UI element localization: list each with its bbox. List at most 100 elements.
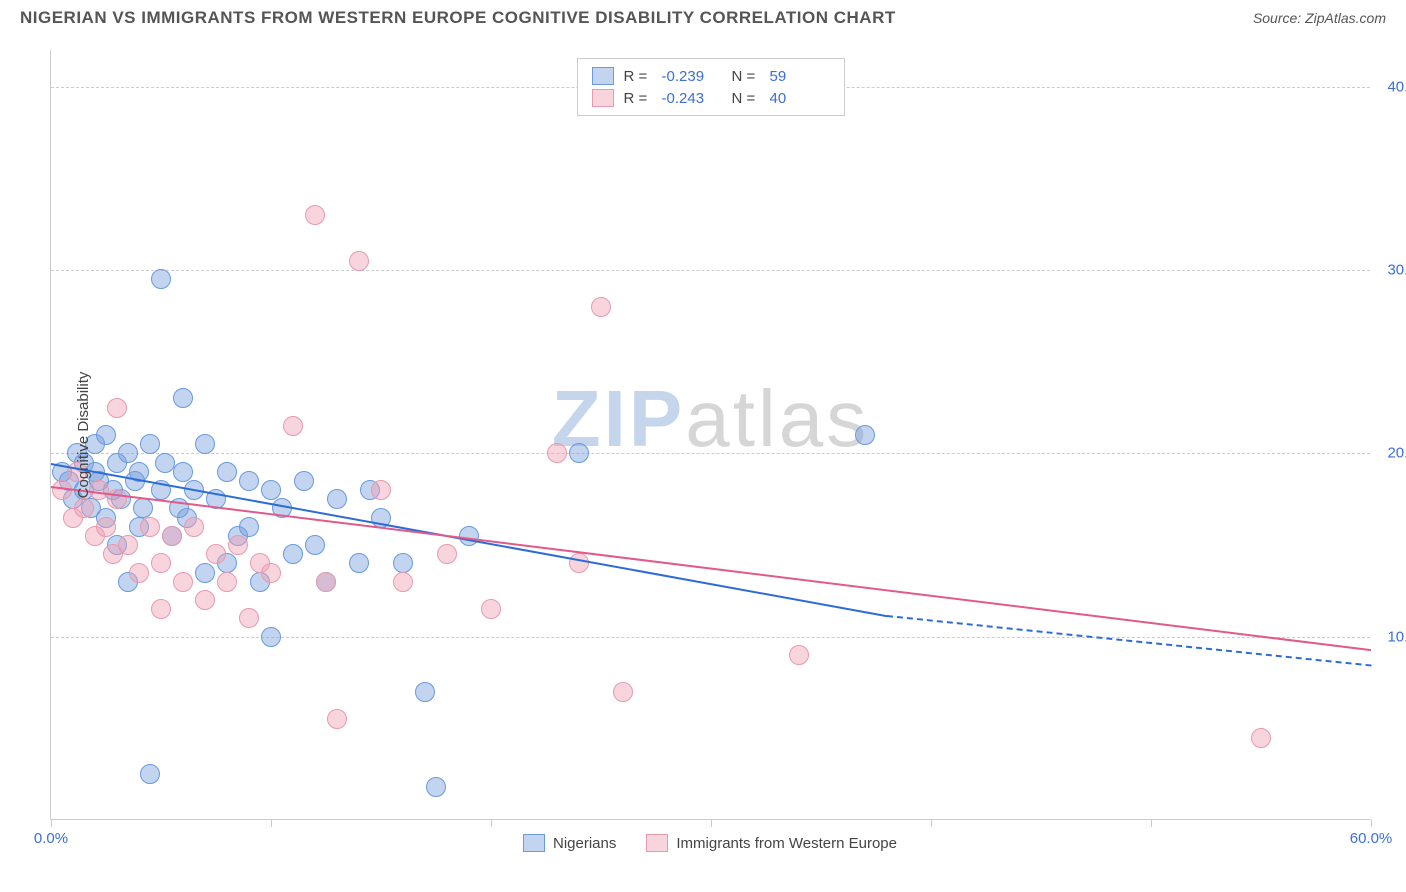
plot-area: ZIPatlas 10.0%20.0%30.0%40.0%0.0%60.0%R … bbox=[50, 50, 1370, 820]
scatter-point bbox=[305, 535, 325, 555]
scatter-point bbox=[327, 709, 347, 729]
scatter-point bbox=[415, 682, 435, 702]
scatter-point bbox=[426, 777, 446, 797]
scatter-point bbox=[349, 251, 369, 271]
stat-r-value: -0.239 bbox=[662, 68, 722, 85]
scatter-point bbox=[327, 489, 347, 509]
scatter-point bbox=[162, 526, 182, 546]
scatter-point bbox=[206, 544, 226, 564]
legend-swatch bbox=[523, 834, 545, 852]
scatter-point bbox=[305, 205, 325, 225]
chart-title: NIGERIAN VS IMMIGRANTS FROM WESTERN EURO… bbox=[20, 8, 896, 28]
stat-row: R = -0.243 N = 40 bbox=[592, 87, 830, 109]
scatter-point bbox=[569, 443, 589, 463]
scatter-point bbox=[393, 572, 413, 592]
scatter-point bbox=[239, 471, 259, 491]
scatter-point bbox=[481, 599, 501, 619]
stat-box: R = -0.239 N = 59 R = -0.243 N = 40 bbox=[577, 58, 845, 116]
scatter-point bbox=[217, 462, 237, 482]
legend-label: Nigerians bbox=[553, 835, 616, 852]
stat-n-label: N = bbox=[732, 90, 760, 107]
stat-r-label: R = bbox=[624, 68, 652, 85]
scatter-point bbox=[140, 764, 160, 784]
watermark: ZIPatlas bbox=[552, 373, 869, 465]
y-tick-label: 30.0% bbox=[1387, 262, 1406, 279]
scatter-point bbox=[173, 388, 193, 408]
scatter-point bbox=[107, 398, 127, 418]
scatter-point bbox=[371, 480, 391, 500]
gridline bbox=[51, 270, 1370, 271]
scatter-point bbox=[129, 563, 149, 583]
legend-swatch bbox=[592, 89, 614, 107]
scatter-point bbox=[133, 498, 153, 518]
x-tick bbox=[491, 819, 492, 827]
scatter-point bbox=[173, 462, 193, 482]
legend-swatch bbox=[646, 834, 668, 852]
stat-r-label: R = bbox=[624, 90, 652, 107]
scatter-point bbox=[239, 608, 259, 628]
scatter-point bbox=[283, 416, 303, 436]
y-axis-label: Cognitive Disability bbox=[75, 372, 92, 499]
scatter-point bbox=[283, 544, 303, 564]
scatter-point bbox=[349, 553, 369, 573]
stat-n-label: N = bbox=[732, 68, 760, 85]
scatter-point bbox=[613, 682, 633, 702]
gridline bbox=[51, 637, 1370, 638]
scatter-point bbox=[316, 572, 336, 592]
legend-label: Immigrants from Western Europe bbox=[676, 835, 897, 852]
x-tick bbox=[1371, 819, 1372, 827]
stat-row: R = -0.239 N = 59 bbox=[592, 65, 830, 87]
legend-item: Immigrants from Western Europe bbox=[646, 834, 897, 852]
scatter-point bbox=[118, 535, 138, 555]
scatter-point bbox=[437, 544, 457, 564]
scatter-point bbox=[228, 535, 248, 555]
stat-r-value: -0.243 bbox=[662, 90, 722, 107]
scatter-point bbox=[107, 489, 127, 509]
scatter-point bbox=[195, 563, 215, 583]
scatter-point bbox=[855, 425, 875, 445]
scatter-point bbox=[1251, 728, 1271, 748]
scatter-point bbox=[195, 590, 215, 610]
legend-item: Nigerians bbox=[523, 834, 616, 852]
stat-n-value: 59 bbox=[770, 68, 830, 85]
scatter-point bbox=[184, 517, 204, 537]
scatter-point bbox=[569, 553, 589, 573]
chart-container: ZIPatlas 10.0%20.0%30.0%40.0%0.0%60.0%R … bbox=[50, 50, 1370, 820]
x-tick bbox=[931, 819, 932, 827]
scatter-point bbox=[789, 645, 809, 665]
scatter-point bbox=[151, 269, 171, 289]
scatter-point bbox=[173, 572, 193, 592]
scatter-point bbox=[217, 572, 237, 592]
header: NIGERIAN VS IMMIGRANTS FROM WESTERN EURO… bbox=[0, 0, 1406, 32]
scatter-point bbox=[151, 599, 171, 619]
scatter-point bbox=[239, 517, 259, 537]
x-tick bbox=[271, 819, 272, 827]
gridline bbox=[51, 453, 1370, 454]
legend-swatch bbox=[592, 67, 614, 85]
scatter-point bbox=[96, 517, 116, 537]
scatter-point bbox=[393, 553, 413, 573]
x-tick bbox=[51, 819, 52, 827]
y-tick-label: 40.0% bbox=[1387, 78, 1406, 95]
y-tick-label: 20.0% bbox=[1387, 445, 1406, 462]
scatter-point bbox=[294, 471, 314, 491]
scatter-point bbox=[96, 425, 116, 445]
scatter-point bbox=[151, 553, 171, 573]
scatter-point bbox=[261, 627, 281, 647]
legend-bottom: Nigerians Immigrants from Western Europe bbox=[523, 834, 897, 852]
stat-n-value: 40 bbox=[770, 90, 830, 107]
scatter-point bbox=[261, 480, 281, 500]
scatter-point bbox=[195, 434, 215, 454]
scatter-point bbox=[261, 563, 281, 583]
source-label: Source: ZipAtlas.com bbox=[1253, 10, 1386, 26]
scatter-point bbox=[140, 517, 160, 537]
scatter-point bbox=[591, 297, 611, 317]
scatter-point bbox=[140, 434, 160, 454]
scatter-point bbox=[118, 443, 138, 463]
x-tick bbox=[711, 819, 712, 827]
scatter-point bbox=[74, 498, 94, 518]
y-tick-label: 10.0% bbox=[1387, 628, 1406, 645]
x-tick-label: 60.0% bbox=[1350, 830, 1393, 847]
x-tick-label: 0.0% bbox=[34, 830, 68, 847]
x-tick bbox=[1151, 819, 1152, 827]
